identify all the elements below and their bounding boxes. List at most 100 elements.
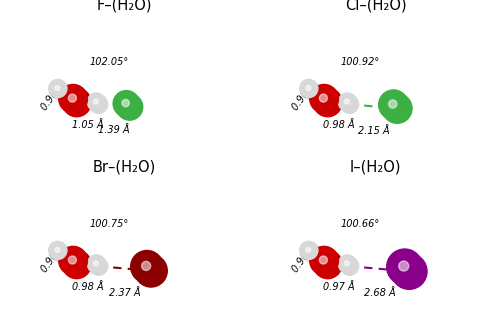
Circle shape bbox=[54, 246, 65, 257]
Circle shape bbox=[304, 246, 316, 257]
Circle shape bbox=[57, 250, 63, 256]
Circle shape bbox=[344, 99, 350, 104]
Circle shape bbox=[384, 96, 406, 117]
Circle shape bbox=[94, 99, 102, 108]
Circle shape bbox=[388, 99, 404, 116]
Circle shape bbox=[63, 251, 86, 273]
Circle shape bbox=[320, 94, 328, 102]
Circle shape bbox=[316, 252, 336, 272]
Circle shape bbox=[307, 249, 314, 256]
Circle shape bbox=[346, 262, 353, 270]
Circle shape bbox=[69, 94, 83, 109]
Circle shape bbox=[60, 86, 87, 112]
Circle shape bbox=[314, 88, 342, 117]
Circle shape bbox=[344, 99, 354, 108]
Circle shape bbox=[306, 86, 315, 95]
Text: 0.96 Å: 0.96 Å bbox=[290, 81, 317, 112]
Circle shape bbox=[51, 82, 69, 100]
Circle shape bbox=[56, 87, 64, 94]
Text: 0.96 Å: 0.96 Å bbox=[290, 243, 317, 274]
Circle shape bbox=[68, 94, 76, 102]
Circle shape bbox=[346, 100, 353, 108]
Title: Br–(H₂O): Br–(H₂O) bbox=[93, 160, 156, 175]
Circle shape bbox=[68, 256, 76, 264]
Circle shape bbox=[343, 98, 354, 109]
Circle shape bbox=[394, 256, 419, 282]
Circle shape bbox=[310, 246, 338, 275]
Circle shape bbox=[55, 248, 64, 257]
Circle shape bbox=[401, 263, 416, 279]
Circle shape bbox=[117, 95, 138, 115]
Circle shape bbox=[314, 251, 336, 273]
Circle shape bbox=[52, 245, 66, 258]
Circle shape bbox=[300, 242, 318, 259]
Circle shape bbox=[302, 82, 316, 96]
Circle shape bbox=[68, 93, 84, 109]
Circle shape bbox=[113, 90, 140, 117]
Circle shape bbox=[134, 254, 162, 281]
Circle shape bbox=[389, 100, 404, 115]
Circle shape bbox=[90, 96, 104, 110]
Circle shape bbox=[341, 96, 355, 110]
Circle shape bbox=[144, 263, 158, 277]
Circle shape bbox=[392, 254, 420, 282]
Circle shape bbox=[306, 248, 315, 257]
Circle shape bbox=[92, 260, 103, 270]
Circle shape bbox=[62, 250, 91, 279]
Circle shape bbox=[56, 249, 64, 256]
Circle shape bbox=[312, 87, 337, 112]
Circle shape bbox=[302, 243, 317, 259]
Circle shape bbox=[62, 87, 86, 112]
Circle shape bbox=[341, 258, 355, 272]
Title: I–(H₂O): I–(H₂O) bbox=[350, 160, 401, 175]
Circle shape bbox=[380, 91, 407, 119]
Circle shape bbox=[72, 97, 82, 108]
Circle shape bbox=[136, 255, 161, 281]
Circle shape bbox=[96, 263, 102, 270]
Text: 0.98 Å: 0.98 Å bbox=[323, 120, 354, 130]
Circle shape bbox=[94, 261, 98, 266]
Circle shape bbox=[391, 253, 427, 289]
Circle shape bbox=[378, 90, 408, 119]
Circle shape bbox=[140, 260, 159, 279]
Circle shape bbox=[311, 86, 338, 112]
Circle shape bbox=[96, 101, 102, 108]
Circle shape bbox=[308, 250, 314, 256]
Circle shape bbox=[390, 102, 403, 114]
Circle shape bbox=[339, 256, 356, 273]
Circle shape bbox=[94, 261, 102, 270]
Circle shape bbox=[125, 102, 134, 112]
Circle shape bbox=[90, 95, 108, 113]
Circle shape bbox=[52, 244, 66, 258]
Circle shape bbox=[340, 257, 358, 275]
Circle shape bbox=[382, 93, 407, 118]
Text: 1.05 Å: 1.05 Å bbox=[72, 120, 104, 130]
Circle shape bbox=[311, 248, 338, 274]
Circle shape bbox=[338, 93, 356, 111]
Circle shape bbox=[50, 242, 66, 259]
Circle shape bbox=[88, 93, 106, 111]
Circle shape bbox=[92, 99, 103, 109]
Circle shape bbox=[54, 85, 64, 95]
Circle shape bbox=[57, 88, 63, 94]
Circle shape bbox=[122, 100, 136, 113]
Text: 2.68 Å: 2.68 Å bbox=[364, 288, 395, 298]
Circle shape bbox=[318, 93, 334, 109]
Circle shape bbox=[116, 93, 138, 116]
Title: Cl–(H₂O): Cl–(H₂O) bbox=[344, 0, 406, 13]
Circle shape bbox=[118, 96, 137, 115]
Circle shape bbox=[386, 249, 422, 285]
Circle shape bbox=[70, 258, 83, 270]
Circle shape bbox=[320, 94, 334, 109]
Circle shape bbox=[142, 261, 150, 270]
Text: 100.66°: 100.66° bbox=[340, 219, 380, 229]
Circle shape bbox=[130, 251, 163, 283]
Circle shape bbox=[92, 260, 104, 271]
Circle shape bbox=[59, 246, 88, 275]
Circle shape bbox=[317, 253, 336, 272]
Circle shape bbox=[48, 241, 67, 260]
Circle shape bbox=[94, 262, 102, 270]
Circle shape bbox=[340, 95, 358, 113]
Circle shape bbox=[403, 265, 415, 278]
Circle shape bbox=[88, 255, 106, 273]
